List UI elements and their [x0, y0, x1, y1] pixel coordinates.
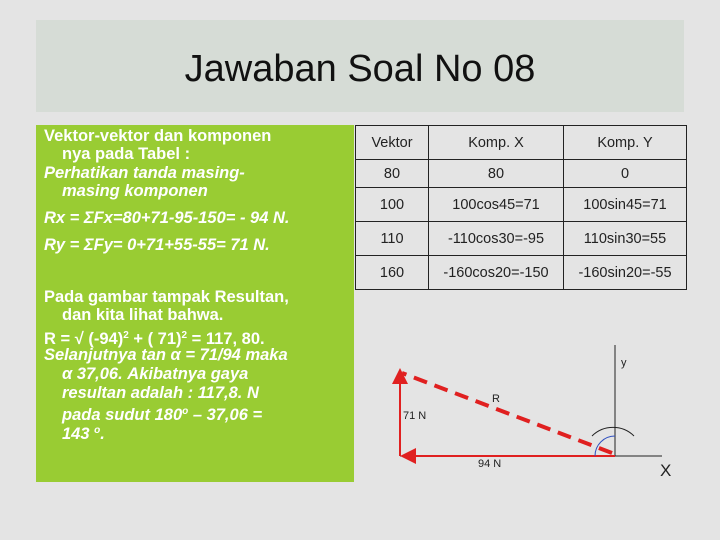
text-segment: + ( 71) — [128, 330, 182, 348]
text-line: Pada gambar tampak Resultan, — [44, 288, 289, 306]
text-segment: R = √ (-94) — [44, 330, 124, 348]
text-line: masing komponen — [62, 182, 208, 200]
resultant — [401, 371, 613, 455]
header-row: Vektor Komp. X Komp. Y — [355, 125, 687, 160]
superscript: o — [182, 406, 189, 417]
text-segment: Vektor-vektor dan komponen — [44, 127, 272, 145]
table-cell: 100cos45=71 — [428, 187, 564, 222]
text-line: α 37,06. Akibatnya gaya — [62, 365, 248, 383]
table-cell: 0 — [563, 159, 687, 188]
text-line: Vektor-vektor dan komponen — [44, 127, 271, 145]
text-segment: Pada gambar tampak Resultan, — [44, 288, 289, 306]
table-cell: 80 — [355, 159, 429, 188]
table-cell: 110 — [355, 221, 429, 256]
text-segment: α 37,06. Akibatnya gaya — [62, 365, 249, 383]
text-panel: Vektor-vektor dan komponen nya pada Tabel… — [36, 125, 354, 482]
fy-label: 71 N — [403, 410, 426, 422]
title-band — [36, 20, 684, 112]
text-segment: Selanjutnya tan α = 71/94 maka — [44, 346, 288, 364]
text-segment: nya pada Tabel : — [62, 145, 191, 163]
text-segment: pada sudut 180 — [62, 406, 183, 424]
text-segment: resultan adalah : 117,8. N — [62, 384, 259, 402]
table-cell: -110cos30=-95 — [428, 221, 564, 256]
table-row: 160 -160cos20=-150 -160sin20=-55 — [355, 255, 687, 290]
text-line: 143 o. — [62, 422, 105, 443]
y-label: y — [621, 357, 627, 369]
table-cell: 160 — [355, 255, 429, 290]
title: Jawaban Soal No 08 — [184, 48, 536, 90]
superscript: 2 — [181, 330, 188, 341]
angle-arc — [591, 426, 635, 437]
text-line: dan kita lihat bahwa. — [62, 306, 223, 324]
table-cell: 80 — [428, 159, 564, 188]
text-segment: = 117, 80. — [187, 330, 265, 348]
text-line: Selanjutnya tan α = 71/94 maka — [44, 346, 288, 364]
table-cell: -160sin20=-55 — [563, 255, 687, 290]
text-segment: 143 — [62, 425, 95, 443]
text-line: resultan adalah : 117,8. N — [62, 384, 259, 402]
text-segment: Rx = ΣFx=80+71-95-150= - 94 N. — [44, 209, 290, 227]
table-row: 110 -110cos30=-95 110sin30=55 — [355, 221, 687, 256]
table-cell: -160cos20=-150 — [428, 255, 564, 290]
header-cell: Vektor — [355, 125, 429, 160]
x-label: X — [660, 461, 671, 480]
superscript: 2 — [123, 330, 129, 341]
text-segment: Perhatikan tanda masing- — [44, 164, 245, 182]
text-segment: . — [100, 425, 105, 443]
superscript: o — [94, 425, 101, 436]
text-line: Perhatikan tanda masing- — [44, 164, 245, 182]
r-label: R — [492, 393, 500, 405]
text-line: Ry = ΣFy= 0+71+55-55= 71 N. — [44, 236, 270, 254]
header-cell: Komp. Y — [563, 125, 687, 160]
table-cell: 100sin45=71 — [563, 187, 687, 222]
text-line: Rx = ΣFx=80+71-95-150= - 94 N. — [44, 209, 289, 227]
table-row: 80 80 0 — [355, 159, 687, 188]
text-line: nya pada Tabel : — [62, 145, 190, 163]
table: Vektor Komp. X Komp. Y 80 80 0 100 100cos45=… — [355, 125, 687, 290]
text-segment: Ry = ΣFy= 0+71+55-55= 71 N. — [44, 236, 270, 254]
fx-label: 94 N — [478, 458, 501, 470]
angle-arc — [594, 435, 616, 457]
text-segment: dan kita lihat bahwa. — [62, 306, 224, 324]
text-segment: masing komponen — [62, 182, 208, 200]
text-line: pada sudut 180o – 37,06 = — [62, 403, 262, 424]
text-line: R = √ (-94)2 + ( 71)2 = 117, 80. — [44, 327, 265, 348]
text-segment: – 37,06 = — [188, 406, 263, 424]
